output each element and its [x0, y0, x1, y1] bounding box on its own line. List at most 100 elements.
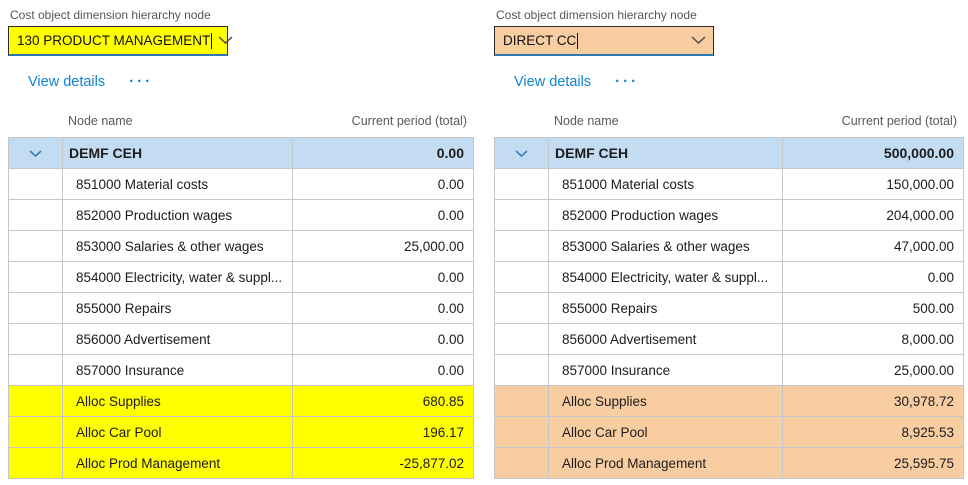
table-row[interactable]: 852000 Production wages 204,000.00: [494, 199, 964, 231]
column-header-node-name: Node name: [554, 114, 619, 128]
current-period-cell: 25,000.00: [782, 354, 964, 386]
table-row[interactable]: 856000 Advertisement 0.00: [8, 323, 474, 355]
node-name-cell: 856000 Advertisement: [548, 323, 783, 355]
current-period-cell: 150,000.00: [782, 168, 964, 200]
table-row[interactable]: Alloc Supplies 30,978.72: [494, 385, 964, 417]
more-options-button[interactable]: ···: [615, 72, 640, 90]
summary-node-name: DEMF CEH: [548, 137, 783, 169]
node-name-cell: 854000 Electricity, water & suppl...: [548, 261, 783, 293]
row-gutter: [494, 230, 549, 262]
column-header-current-period: Current period (total): [841, 114, 957, 128]
current-period-cell: 0.00: [292, 261, 474, 293]
table-row[interactable]: Alloc Supplies 680.85: [8, 385, 474, 417]
table-row[interactable]: 851000 Material costs 0.00: [8, 168, 474, 200]
row-gutter: [8, 261, 63, 293]
current-period-cell: 0.00: [292, 292, 474, 324]
current-period-cell: 196.17: [292, 416, 474, 448]
row-gutter: [494, 199, 549, 231]
table-row[interactable]: 852000 Production wages 0.00: [8, 199, 474, 231]
current-period-cell: 0.00: [782, 261, 964, 293]
row-gutter: [8, 230, 63, 262]
current-period-cell: 25,000.00: [292, 230, 474, 262]
row-gutter: [8, 168, 63, 200]
row-gutter: [494, 354, 549, 386]
grid-column-headers: Node name Current period (total): [8, 114, 474, 129]
row-gutter: [8, 354, 63, 386]
text-cursor: [577, 32, 579, 49]
table-row[interactable]: 857000 Insurance 0.00: [8, 354, 474, 386]
hierarchy-grid: DEMF CEH 0.00 851000 Material costs 0.00 8…: [8, 137, 474, 479]
row-gutter: [494, 168, 549, 200]
collapse-chevron-icon[interactable]: [515, 146, 528, 161]
current-period-cell: 47,000.00: [782, 230, 964, 262]
table-row[interactable]: 855000 Repairs 0.00: [8, 292, 474, 324]
row-gutter: [8, 385, 63, 417]
hierarchy-node-combobox[interactable]: 130 PRODUCT MANAGEMENT: [8, 26, 233, 56]
more-options-button[interactable]: ···: [129, 72, 154, 90]
view-details-link[interactable]: View details: [514, 73, 592, 90]
summary-node-value: 0.00: [292, 137, 474, 169]
row-gutter: [494, 261, 549, 293]
field-label: Cost object dimension hierarchy node: [496, 8, 697, 22]
current-period-cell: 0.00: [292, 354, 474, 386]
node-name-cell: 851000 Material costs: [62, 168, 293, 200]
table-row[interactable]: Alloc Car Pool 8,925.53: [494, 416, 964, 448]
node-name-cell: 854000 Electricity, water & suppl...: [62, 261, 293, 293]
node-name-cell: Alloc Prod Management: [62, 447, 293, 479]
chevron-down-icon[interactable]: [218, 36, 233, 45]
table-row[interactable]: 853000 Salaries & other wages 25,000.00: [8, 230, 474, 262]
field-label: Cost object dimension hierarchy node: [10, 8, 211, 22]
hierarchy-node-combobox[interactable]: DIRECT CC: [494, 26, 714, 56]
actions-row: View details ···: [8, 72, 474, 91]
node-name-cell: 852000 Production wages: [548, 199, 783, 231]
actions-row: View details ···: [494, 72, 964, 91]
table-row[interactable]: 854000 Electricity, water & suppl... 0.00: [494, 261, 964, 293]
summary-node-value: 500,000.00: [782, 137, 964, 169]
hierarchy-grid: DEMF CEH 500,000.00 851000 Material cost…: [494, 137, 964, 479]
node-name-cell: 853000 Salaries & other wages: [62, 230, 293, 262]
row-gutter: [8, 447, 63, 479]
table-row[interactable]: 853000 Salaries & other wages 47,000.00: [494, 230, 964, 262]
combobox-value: DIRECT CC: [503, 33, 577, 48]
column-header-node-name: Node name: [68, 114, 133, 128]
table-row[interactable]: 856000 Advertisement 8,000.00: [494, 323, 964, 355]
current-period-cell: 8,000.00: [782, 323, 964, 355]
node-name-cell: 851000 Material costs: [548, 168, 783, 200]
chevron-down-icon[interactable]: [691, 36, 706, 45]
table-row[interactable]: 855000 Repairs 500.00: [494, 292, 964, 324]
table-row[interactable]: 854000 Electricity, water & suppl... 0.00: [8, 261, 474, 293]
cost-panel-right: Cost object dimension hierarchy node DIR…: [494, 0, 964, 479]
row-gutter: [8, 323, 63, 355]
summary-row[interactable]: DEMF CEH 0.00: [8, 137, 474, 169]
summary-row[interactable]: DEMF CEH 500,000.00: [494, 137, 964, 169]
table-row[interactable]: 857000 Insurance 25,000.00: [494, 354, 964, 386]
table-row[interactable]: 851000 Material costs 150,000.00: [494, 168, 964, 200]
cost-panel-left: Cost object dimension hierarchy node 130…: [8, 0, 474, 479]
row-gutter: [494, 385, 549, 417]
current-period-cell: 25,595.75: [782, 447, 964, 479]
node-name-cell: 857000 Insurance: [62, 354, 293, 386]
node-name-cell: Alloc Car Pool: [62, 416, 293, 448]
collapse-chevron-icon[interactable]: [29, 146, 42, 161]
row-gutter: [494, 447, 549, 479]
row-gutter: [494, 416, 549, 448]
current-period-cell: 0.00: [292, 199, 474, 231]
table-row[interactable]: Alloc Car Pool 196.17: [8, 416, 474, 448]
node-name-cell: Alloc Prod Management: [548, 447, 783, 479]
row-gutter: [494, 323, 549, 355]
view-details-link[interactable]: View details: [28, 73, 106, 90]
current-period-cell: 0.00: [292, 323, 474, 355]
node-name-cell: Alloc Car Pool: [548, 416, 783, 448]
table-row[interactable]: Alloc Prod Management 25,595.75: [494, 447, 964, 479]
current-period-cell: 680.85: [292, 385, 474, 417]
node-name-cell: 853000 Salaries & other wages: [548, 230, 783, 262]
current-period-cell: 8,925.53: [782, 416, 964, 448]
summary-node-name: DEMF CEH: [62, 137, 293, 169]
node-name-cell: Alloc Supplies: [62, 385, 293, 417]
node-name-cell: 857000 Insurance: [548, 354, 783, 386]
node-name-cell: 855000 Repairs: [548, 292, 783, 324]
row-gutter: [494, 292, 549, 324]
table-row[interactable]: Alloc Prod Management -25,877.02: [8, 447, 474, 479]
row-gutter: [8, 292, 63, 324]
